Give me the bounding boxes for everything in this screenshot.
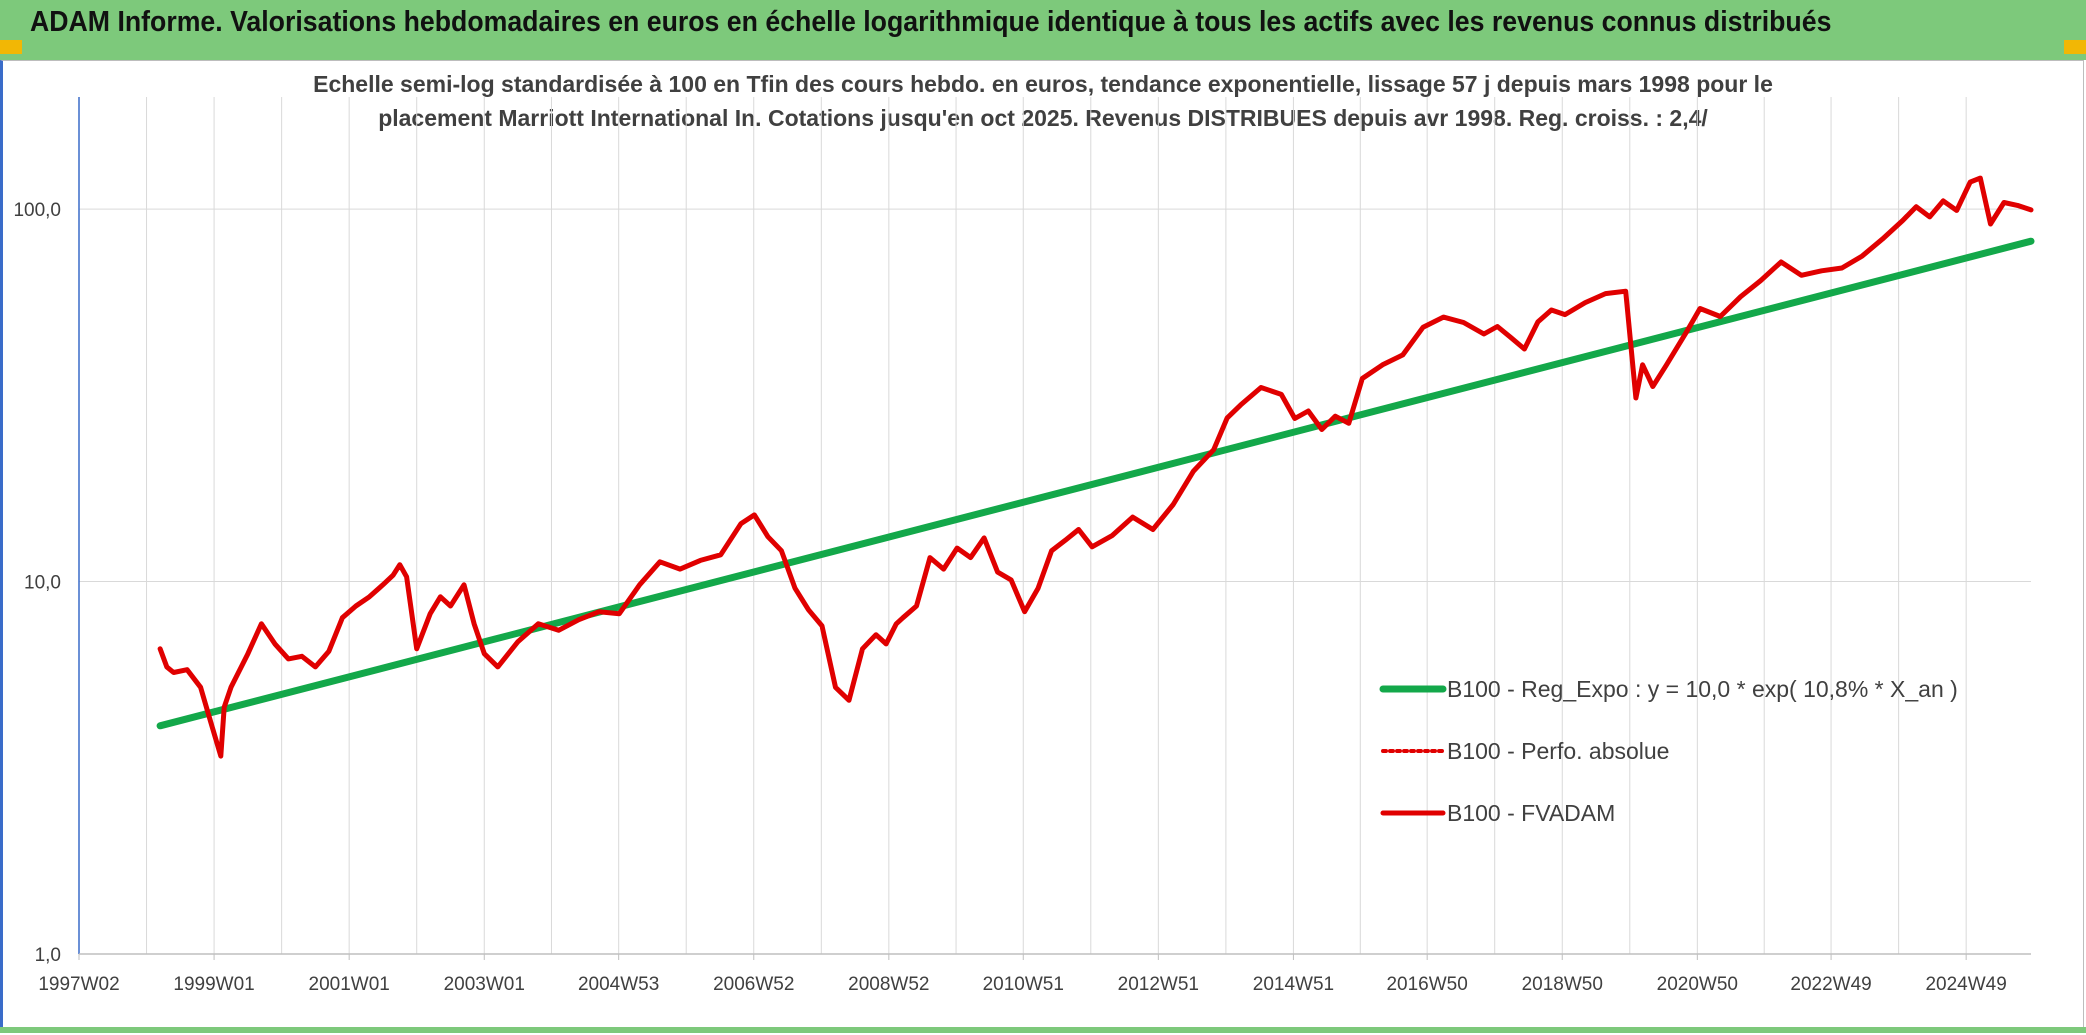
x-tick-label: 2010W51	[983, 974, 1064, 995]
series-line-0	[156, 237, 2035, 730]
chart-frame: Echelle semi-log standardisée à 100 en T…	[0, 60, 2084, 1031]
x-tick-label: 2022W49	[1790, 974, 1871, 995]
chart-canvas: Echelle semi-log standardisée à 100 en T…	[13, 71, 2035, 995]
x-tick-label: 1999W01	[173, 974, 254, 995]
x-tick-label: 2016W50	[1386, 974, 1467, 995]
x-tick-label: 2014W51	[1253, 974, 1334, 995]
x-tick-label: 2004W53	[578, 974, 659, 995]
x-tick-label: 2024W49	[1925, 974, 2006, 995]
chart-title-line-1: Echelle semi-log standardisée à 100 en T…	[313, 71, 1773, 97]
x-tick-label: 2001W01	[309, 974, 390, 995]
report-banner: ADAM Informe. Valorisations hebdomadaire…	[0, 0, 2086, 60]
y-axis: 1,0 10,0 100,0	[13, 97, 80, 966]
x-tick-label: 2003W01	[444, 974, 525, 995]
corner-accent-right	[2064, 40, 2086, 54]
y-tick-label: 1,0	[35, 945, 61, 966]
legend-label-2: B100 - FVADAM	[1447, 800, 1615, 826]
y-tick-label: 100,0	[13, 200, 61, 221]
legend-label-1: B100 - Perfo. absolue	[1447, 738, 1669, 764]
series-layer	[156, 175, 2035, 759]
x-tick-label: 1997W02	[38, 974, 119, 995]
report-title: ADAM Informe. Valorisations hebdomadaire…	[30, 6, 1832, 38]
x-tick-label: 2006W52	[713, 974, 794, 995]
series-line-2	[157, 175, 2034, 759]
legend-label-0: B100 - Reg_Expo : y = 10,0 * exp( 10,8% …	[1447, 676, 1958, 702]
grid	[78, 97, 2031, 955]
chart-title: Echelle semi-log standardisée à 100 en T…	[313, 71, 1773, 131]
x-tick-label: 2020W50	[1657, 974, 1738, 995]
bottom-strip	[0, 1027, 2086, 1033]
legend: B100 - Reg_Expo : y = 10,0 * exp( 10,8% …	[1379, 676, 1958, 826]
x-axis: 1997W02 1999W01 2001W01 2003W01 2004W53 2006W…	[38, 953, 2031, 995]
x-tick-label: 2012W51	[1118, 974, 1199, 995]
x-tick-label: 2018W50	[1522, 974, 1603, 995]
corner-accent-left	[0, 40, 22, 54]
x-tick-label: 2008W52	[848, 974, 929, 995]
y-tick-label: 10,0	[24, 573, 61, 594]
chart-title-line-2: placement Marriott International In. Cot…	[378, 105, 1708, 131]
